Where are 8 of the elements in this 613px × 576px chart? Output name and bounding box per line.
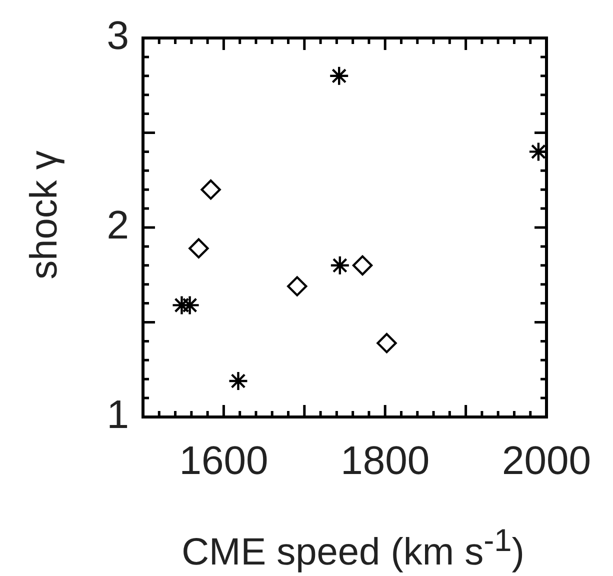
x-tick-label: 1800 xyxy=(340,439,430,484)
x-tick-label: 2000 xyxy=(502,439,591,484)
y-axis-title: shock γ xyxy=(24,150,66,280)
x-axis-title: CME speed (km s$^{-1}$) xyxy=(180,522,526,575)
y-tick-label: 1 xyxy=(106,393,129,438)
y-tick-label: 2 xyxy=(106,204,129,248)
x-tick-label: 1600 xyxy=(179,439,268,484)
y-tick-label: 3 xyxy=(106,14,129,58)
